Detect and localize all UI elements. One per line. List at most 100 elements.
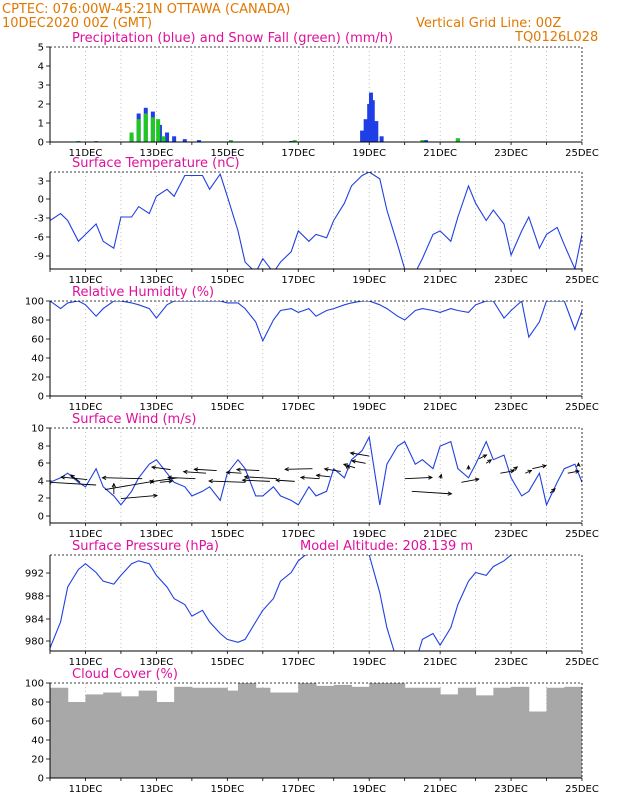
wind-arrow-head [60, 475, 66, 480]
wind-arrow [226, 471, 242, 474]
series-line [50, 435, 582, 507]
cloud-bar [156, 702, 175, 778]
wind-arrow-head [284, 467, 289, 472]
y-tick-label: 1 [38, 119, 44, 130]
precip-bar [420, 140, 425, 142]
cloud-bar [333, 684, 352, 778]
panel-title: Surface Wind (m/s) [72, 412, 196, 427]
cloud-bar [120, 696, 140, 778]
y-tick-label: 2 [38, 100, 44, 111]
x-tick-label: 11DEC [69, 275, 103, 286]
x-tick-label: 23DEC [494, 529, 528, 540]
y-tick-label: 100 [25, 297, 44, 308]
x-tick-label: 17DEC [281, 275, 315, 286]
wind-arrow-head [482, 454, 488, 459]
wind-arrow [236, 469, 260, 471]
wind-arrow-head [551, 488, 556, 493]
wind-arrow-head [474, 477, 480, 482]
wind-arrow-head [193, 467, 199, 472]
precip-bar [370, 100, 375, 142]
y-tick-label: -3 [34, 214, 44, 225]
x-tick-label: 17DEC [281, 148, 315, 159]
x-tick-label: 13DEC [140, 784, 174, 795]
cloud-bar [493, 687, 512, 778]
x-tick-label: 11DEC [69, 784, 103, 795]
precip-bar [363, 119, 368, 142]
wind-arrow [194, 468, 217, 471]
y-tick-label: 60 [31, 717, 44, 728]
x-tick-label: 21DEC [423, 784, 457, 795]
cloud-bar [404, 687, 423, 778]
cloud-bar [440, 694, 459, 778]
precip-bar [165, 132, 170, 142]
wind-arrow-head [101, 475, 107, 480]
wind-arrow-head [345, 463, 351, 469]
precip-bar [360, 130, 365, 142]
x-tick-label: 15DEC [210, 529, 244, 540]
x-tick-label: 23DEC [494, 657, 528, 668]
series-line [50, 172, 582, 269]
cloud-bar [103, 692, 122, 778]
wind-arrow-head [70, 474, 75, 479]
wind-arrow [276, 479, 295, 482]
wind-arrow-head [542, 464, 548, 469]
precip-bar [455, 138, 460, 142]
cloud-bar [191, 687, 211, 778]
y-tick-label: 20 [31, 373, 44, 384]
wind-arrow-head [349, 451, 355, 456]
wind-arrow [61, 476, 88, 481]
cloud-bar [138, 690, 157, 778]
cloud-bar [50, 687, 69, 778]
wind-arrow [183, 471, 207, 474]
plot-area [76, 47, 547, 142]
panel-1: 11DEC 13DEC 15DEC 17DEC 19DEC 21DEC 23DEC 25DEC… [38, 31, 599, 159]
wind-arrow-head [153, 493, 158, 498]
x-tick-label: 11DEC [69, 657, 103, 668]
wind-arrow-head [182, 469, 188, 475]
x-tick-label: 21DEC [423, 529, 457, 540]
panel-title: Precipitation (blue) and Snow Fall (gree… [72, 31, 393, 46]
y-tick-label: 20 [31, 755, 44, 766]
cloud-bar [316, 685, 335, 778]
x-tick-label: 19DEC [352, 275, 386, 286]
wind-arrow-head [235, 467, 241, 472]
wind-arrow-head [323, 467, 329, 472]
wind-arrow-head [150, 465, 156, 470]
y-tick-label: 10 [31, 424, 44, 435]
x-tick-label: 15DEC [210, 402, 244, 413]
wind-arrow-head [299, 475, 305, 480]
y-tick-label: 4 [38, 62, 44, 73]
header-station: CPTEC: 076:00W-45:21N OTTAWA (CANADA) [2, 2, 290, 17]
wind-arrow [351, 460, 366, 464]
panel-title: Relative Humidity (%) [72, 285, 214, 300]
plot-area [50, 172, 582, 269]
cloud-bar [298, 683, 317, 778]
x-tick-label: 25DEC [565, 402, 599, 413]
x-tick-label: 13DEC [140, 275, 174, 286]
x-tick-label: 23DEC [494, 402, 528, 413]
wind-arrow-head [428, 475, 434, 480]
wind-arrow-head [243, 474, 249, 480]
cloud-bar [528, 711, 548, 778]
y-tick-label: 80 [31, 316, 44, 327]
wind-arrow [102, 477, 143, 480]
x-tick-label: 25DEC [565, 275, 599, 286]
precip-bar [143, 113, 148, 142]
cloud-bar [457, 687, 477, 778]
wind-arrow-head [167, 475, 172, 480]
wind-arrow-head [447, 491, 453, 496]
cloud-bar [85, 694, 104, 778]
x-tick-label: 23DEC [494, 275, 528, 286]
y-tick-label: 988 [25, 592, 44, 603]
plot-area [50, 301, 582, 396]
y-tick-label: 6 [38, 459, 44, 470]
cloud-bar [564, 686, 582, 778]
wind-arrow-head [149, 479, 155, 484]
wind-arrow [244, 476, 278, 480]
y-tick-label: 3 [38, 177, 44, 188]
wind-arrow [478, 454, 487, 460]
plot-area [50, 428, 582, 523]
y-tick-label: -6 [34, 233, 44, 244]
x-tick-label: 15DEC [210, 148, 244, 159]
